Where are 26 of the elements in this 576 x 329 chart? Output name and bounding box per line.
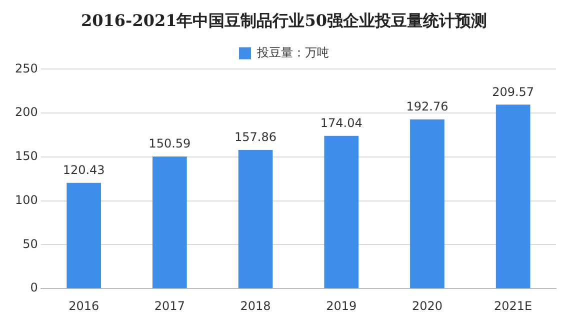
bar: [324, 136, 359, 288]
data-label: 209.57: [492, 84, 534, 99]
y-tick-label: 50: [22, 236, 38, 251]
y-tick-label: 150: [15, 149, 38, 164]
y-tick-label: 0: [30, 280, 38, 295]
bar: [66, 182, 101, 288]
data-label: 150.59: [148, 136, 191, 151]
x-tick-label: 2021E: [494, 298, 532, 313]
x-tick-label: 2017: [154, 298, 185, 313]
x-tick-label: 2016: [68, 298, 100, 313]
chart-title: 2016-2021年中国豆制品行业50强企业投豆量统计预测: [81, 10, 487, 30]
bar: [410, 119, 444, 288]
y-tick-label: 250: [15, 61, 38, 76]
data-label: 192.76: [406, 100, 448, 114]
legend-label: 投豆量：万吨: [256, 45, 329, 60]
bar: [152, 156, 187, 288]
bar: [238, 150, 273, 288]
x-tick-label: 2018: [240, 298, 271, 313]
y-tick-label: 200: [15, 105, 38, 120]
data-label: 157.86: [234, 130, 277, 144]
bar: [496, 104, 530, 288]
data-label: 120.43: [62, 163, 105, 178]
y-tick-label: 100: [15, 192, 38, 207]
x-tick-label: 2020: [412, 298, 442, 313]
x-tick-label: 2019: [326, 298, 357, 313]
data-label: 174.04: [320, 116, 362, 130]
